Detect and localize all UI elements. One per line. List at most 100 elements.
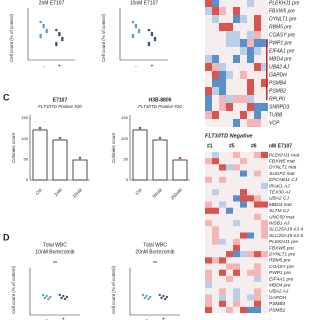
dot [39, 20, 42, 24]
heatmap-cell [261, 288, 268, 295]
heatmap-cell [261, 15, 268, 23]
heatmap-cell [254, 158, 261, 165]
x-label: + [162, 316, 165, 320]
heatmap-cell [233, 87, 240, 95]
axis [129, 268, 180, 316]
dot [58, 136, 62, 140]
heatmap-cell [205, 0, 212, 7]
heatmap-cell [247, 79, 254, 87]
heatmap-cell [240, 95, 247, 103]
heatmap-cell [247, 103, 254, 111]
heatmap-cell [212, 170, 219, 177]
heatmap-cell [254, 7, 261, 15]
heatmap-cell [261, 79, 268, 87]
bar [132, 129, 148, 181]
heatmap-cell [247, 189, 254, 196]
heatmap-cell [205, 294, 212, 301]
heatmap-cell [226, 31, 233, 39]
dot [43, 296, 47, 300]
heatmap-cell [247, 300, 254, 307]
heatmap-cell [254, 170, 261, 177]
heatmap-cell [233, 7, 240, 15]
heatmap-cell [219, 7, 226, 15]
heatmap-cell [261, 47, 268, 55]
axis [27, 8, 75, 61]
heatmap-cell [233, 207, 240, 214]
heatmap-cell [254, 15, 261, 23]
heatmap-cell [226, 294, 233, 301]
heatmap-cell [226, 288, 233, 295]
gene-label: PLEKHJ1 pre [269, 239, 298, 245]
heatmap-cell [233, 79, 240, 87]
dot [153, 36, 157, 40]
heatmap-cell [205, 151, 212, 159]
heatmap-cell [212, 275, 219, 283]
gene-label: MBD4 pre [269, 56, 292, 62]
heatmap-cell [233, 195, 240, 202]
heatmap-cell [226, 238, 233, 245]
heatmap-cell [205, 300, 212, 307]
y-axis-label: Cell count (% of control) [101, 13, 106, 62]
heatmap-cell [254, 31, 261, 39]
heatmap-cell [205, 288, 212, 295]
heatmap-cell [205, 263, 212, 270]
gene-label: FBXW5 pre [269, 8, 295, 14]
heatmap-cell [226, 111, 233, 119]
heatmap-cell [212, 282, 219, 289]
heatmap-cell [205, 226, 212, 233]
y-tick-label: 0 [26, 177, 29, 182]
heatmap-cell [226, 300, 233, 307]
heatmap-cell [247, 71, 254, 79]
dot [147, 43, 151, 47]
plot-subtitle: 20nM Bortezomib [135, 249, 174, 255]
heatmap-cell [240, 294, 247, 301]
gene-label: FBXW5 mat [269, 158, 296, 164]
dot [55, 41, 58, 45]
heatmap-cell [226, 176, 233, 183]
heatmap-cell [205, 176, 212, 183]
heatmap-cell [261, 263, 268, 270]
bar [152, 139, 168, 181]
heatmap-cell [219, 55, 226, 63]
heatmap-cell [219, 201, 226, 208]
heatmap-cell [212, 300, 219, 307]
heatmap-cell [247, 288, 254, 295]
dot [147, 28, 151, 32]
gene-label: PSMB2 [269, 88, 286, 94]
heatmap-cell [205, 306, 212, 314]
heatmap-cell [205, 7, 212, 15]
sample-label: #5 [229, 143, 235, 149]
heatmap-cell [240, 158, 247, 165]
heatmap-cell [233, 170, 240, 177]
heatmap-cell [233, 189, 240, 196]
annotation: ns [153, 259, 157, 264]
heatmap-cell [226, 164, 233, 171]
dot [45, 294, 48, 298]
dot [147, 41, 151, 45]
heatmap-cell [212, 220, 219, 227]
heatmap-cell [219, 189, 226, 196]
heatmap-cell [219, 300, 226, 307]
heatmap-cell [254, 23, 261, 31]
heatmap-cell [212, 0, 219, 7]
heatmap-cell [226, 201, 233, 208]
heatmap-cell [226, 189, 233, 196]
heatmap-cell [254, 288, 261, 295]
heatmap-cell [240, 39, 247, 47]
heatmap-cell [254, 182, 261, 190]
heatmap-cell [240, 275, 247, 283]
heatmap-cell [233, 182, 240, 190]
heatmap-cell [247, 15, 254, 23]
plot-subtitle: FLT3/ITD Postive #20 [138, 104, 182, 109]
heatmap-cell [212, 23, 219, 31]
heatmap-cell [233, 111, 240, 119]
dot [162, 294, 165, 298]
heatmap-cell [219, 176, 226, 183]
heatmap-cell [205, 257, 212, 264]
heatmap-cell [240, 63, 247, 71]
heatmap-cell [261, 170, 268, 177]
heatmap-cell [233, 119, 240, 127]
heatmap-cell [226, 257, 233, 264]
dot [41, 293, 45, 297]
